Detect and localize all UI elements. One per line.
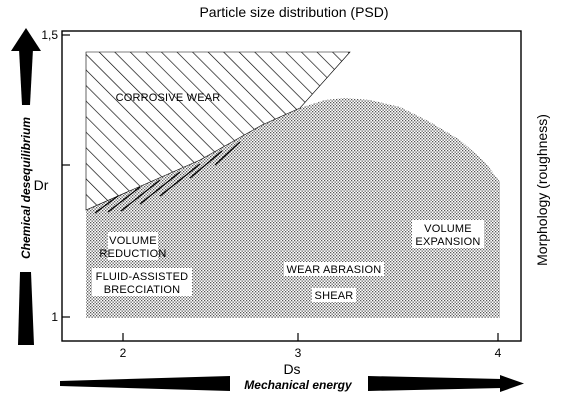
- label-fluid-assisted-brecciation: FLUID-ASSISTED BRECCIATION: [92, 268, 192, 296]
- x-tick-label-3: 3: [295, 346, 302, 360]
- morphology-label: Morphology (roughness): [534, 114, 550, 266]
- x-axis-symbol: Ds: [283, 361, 300, 377]
- svg-text:VOLUME: VOLUME: [424, 223, 472, 235]
- label-volume-reduction: VOLUME REDUCTION: [99, 232, 166, 260]
- mechanical-energy-arrow: [60, 375, 524, 392]
- svg-text:VOLUME: VOLUME: [109, 235, 157, 247]
- svg-text:REDUCTION: REDUCTION: [99, 248, 166, 260]
- label-corrosive-wear: CORROSIVE WEAR: [116, 92, 221, 104]
- svg-text:SHEAR: SHEAR: [315, 290, 354, 302]
- svg-text:CORROSIVE WEAR: CORROSIVE WEAR: [116, 92, 221, 104]
- chemical-desequilibrium-label: Chemical desequilibrium: [19, 117, 33, 259]
- label-volume-expansion: VOLUME EXPANSION: [412, 220, 484, 248]
- label-shear: SHEAR: [312, 288, 356, 302]
- transition-hatching: [94, 141, 241, 214]
- x-axis-ticks: [122, 333, 499, 341]
- svg-text:EXPANSION: EXPANSION: [415, 236, 480, 248]
- y-tick-label-top: 1,5: [41, 28, 58, 42]
- x-tick-label-2: 2: [120, 346, 127, 360]
- corrosive-wear-region: [85, 51, 351, 211]
- chemical-desequilibrium-arrow: [11, 28, 41, 345]
- y-axis-symbol: Dr: [34, 177, 49, 193]
- stippled-region: [86, 98, 500, 318]
- diagram-title: Particle size distribution (PSD): [199, 4, 388, 20]
- label-wear-abrasion: WEAR ABRASION: [284, 262, 384, 276]
- svg-text:WEAR ABRASION: WEAR ABRASION: [287, 264, 382, 276]
- svg-text:BRECCIATION: BRECCIATION: [104, 284, 181, 296]
- y-axis-ticks: [62, 34, 70, 318]
- x-tick-label-4: 4: [495, 346, 502, 360]
- mechanical-energy-label: Mechanical energy: [244, 378, 353, 392]
- svg-text:FLUID-ASSISTED: FLUID-ASSISTED: [96, 271, 189, 283]
- y-tick-label-bottom: 1: [51, 310, 58, 324]
